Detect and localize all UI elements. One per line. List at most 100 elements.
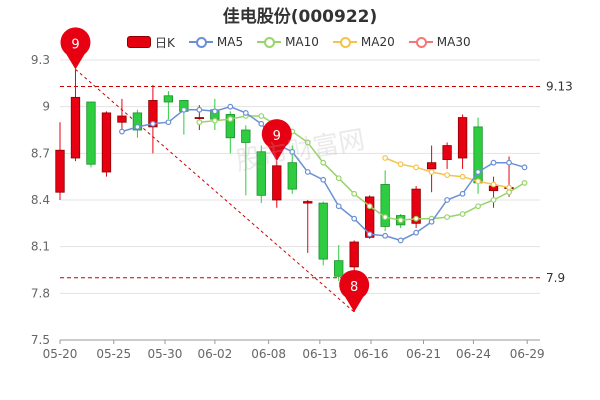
candle-body [365, 196, 375, 238]
ma10-line [199, 115, 525, 221]
candle [117, 98, 127, 130]
ma20-point [444, 172, 450, 179]
x-tick-label: 06-29 [510, 347, 545, 361]
y-tick-label: 9.3 [31, 53, 50, 67]
candle-body [70, 96, 81, 159]
kline-legend-icon [127, 36, 151, 48]
x-tick-label: 06-13 [302, 347, 337, 361]
x-tick-label: 05-25 [96, 347, 131, 361]
candle-body [426, 162, 437, 170]
candle-body [349, 241, 359, 268]
ma5-point [475, 169, 481, 175]
ma10-point [521, 179, 528, 186]
ma20-point [506, 184, 512, 191]
annotation-pin: 9 [261, 119, 292, 162]
candle-body [163, 95, 174, 103]
ma10-point [304, 139, 311, 146]
pin-label: 9 [273, 129, 281, 144]
ma10-point [335, 175, 342, 182]
ma10-point [475, 203, 481, 210]
ma10-legend-icon [257, 36, 282, 48]
legend-item-kline[interactable]: 日K [127, 34, 175, 51]
ma5-point [211, 108, 218, 115]
ma5-point [382, 232, 389, 239]
ma5-point [521, 164, 528, 171]
ma30-legend-icon [408, 36, 433, 48]
ma5-legend-icon [188, 36, 213, 48]
legend-label-ma10: MA10 [285, 35, 319, 49]
ma5-point [428, 218, 435, 225]
candle [86, 101, 96, 168]
ma5-point [413, 229, 420, 236]
candle [55, 122, 65, 200]
candle-body [287, 162, 297, 190]
ma10-point [258, 113, 265, 119]
ma20-point [490, 181, 497, 188]
candle [411, 186, 421, 228]
legend-label-kline: 日K [155, 35, 175, 50]
candle [256, 145, 266, 204]
candle [148, 84, 158, 154]
x-tick-label: 06-21 [406, 347, 441, 361]
legend-item-ma10[interactable]: MA10 [257, 35, 319, 49]
legend-item-ma30[interactable]: MA30 [408, 35, 471, 49]
ma10-point [351, 190, 358, 197]
ma10-point [506, 189, 512, 196]
legend-item-ma5[interactable]: MA5 [188, 35, 243, 49]
x-tick-label: 06-24 [456, 347, 491, 361]
candle-body [380, 184, 390, 227]
y-tick-label: 8.1 [31, 240, 50, 254]
ma5-point [506, 159, 512, 166]
ma5-point [366, 231, 373, 238]
candle-body [241, 129, 251, 143]
candle [101, 111, 112, 177]
ma10-point [459, 211, 466, 217]
candle-body [225, 114, 235, 139]
candle [380, 170, 390, 232]
candle-body [55, 149, 65, 193]
legend-item-ma20[interactable]: MA20 [332, 35, 395, 49]
y-tick-label: 7.8 [31, 286, 50, 300]
candle [442, 142, 452, 169]
candle-body [303, 201, 313, 204]
ma20-point [397, 161, 404, 168]
candle [241, 125, 251, 196]
ma20-point [382, 155, 389, 161]
candle-body [256, 151, 266, 196]
reference-line-label: 9.13 [546, 79, 573, 93]
pin-label: 8 [350, 280, 358, 295]
ma5-point [397, 237, 404, 244]
y-tick-label: 8.7 [31, 146, 50, 160]
candle-body [457, 117, 468, 159]
candle-body [411, 188, 421, 224]
ma20-point [428, 169, 435, 175]
pin-marker [339, 270, 370, 312]
ma10-point [382, 214, 389, 221]
ma10-point [227, 116, 234, 123]
ma5-point [258, 120, 265, 127]
x-tick-label: 06-16 [354, 347, 389, 361]
candle [334, 245, 344, 281]
ma5-point [134, 123, 141, 130]
ma5-point [196, 106, 203, 113]
ma5-point [119, 128, 125, 135]
ma20-point [459, 173, 466, 180]
ma10-point [320, 159, 327, 166]
ma10-point [196, 119, 203, 126]
y-tick-label: 9 [42, 100, 50, 114]
ma5-point [165, 119, 172, 126]
candle [163, 91, 174, 120]
ma5-point [444, 197, 450, 203]
ma10-point [397, 217, 404, 224]
candle-body [318, 202, 328, 260]
candle-body [194, 117, 205, 119]
x-tick-label: 06-08 [251, 347, 286, 361]
ma5-point [227, 103, 234, 110]
ma5-point [459, 190, 466, 197]
candle-body [334, 260, 344, 277]
candle [426, 145, 437, 193]
candle-body [148, 100, 158, 128]
candle-body [272, 165, 282, 201]
candle [70, 69, 81, 162]
ma20-point [413, 164, 420, 171]
